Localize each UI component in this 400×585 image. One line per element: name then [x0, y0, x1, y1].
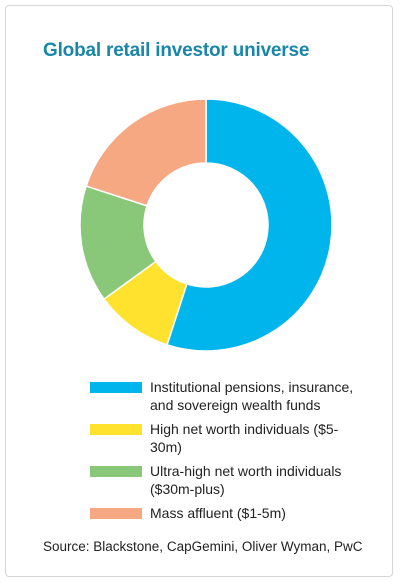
legend-swatch-mass-affluent [90, 508, 142, 519]
legend-swatch-uhnwi [90, 466, 142, 477]
donut-chart [79, 98, 333, 352]
legend-label-uhnwi: Ultra-high net worth individuals ($30m-p… [150, 463, 342, 497]
legend-label-hnwi: High net worth individuals ($5-30m) [150, 421, 339, 455]
donut-slice-institutional [166, 98, 333, 352]
legend-swatch-hnwi [90, 424, 142, 435]
donut-slice-mass-affluent [85, 98, 207, 207]
legend-label-mass-affluent: Mass affluent ($1-5m) [150, 505, 286, 521]
legend-item-uhnwi: Ultra-high net worth individuals ($30m-p… [90, 462, 380, 498]
legend-item-mass-affluent: Mass affluent ($1-5m) [90, 504, 380, 522]
chart-legend: Institutional pensions, insurance, and s… [90, 378, 380, 528]
legend-swatch-institutional [90, 382, 142, 393]
legend-item-hnwi: High net worth individuals ($5-30m) [90, 420, 380, 456]
legend-item-institutional: Institutional pensions, insurance, and s… [90, 378, 380, 414]
chart-card: Global retail investor universe Institut… [5, 5, 393, 577]
chart-title: Global retail investor universe [43, 40, 310, 61]
source-note: Source: Blackstone, CapGemini, Oliver Wy… [43, 539, 363, 554]
legend-label-institutional: Institutional pensions, insurance, and s… [150, 379, 354, 413]
